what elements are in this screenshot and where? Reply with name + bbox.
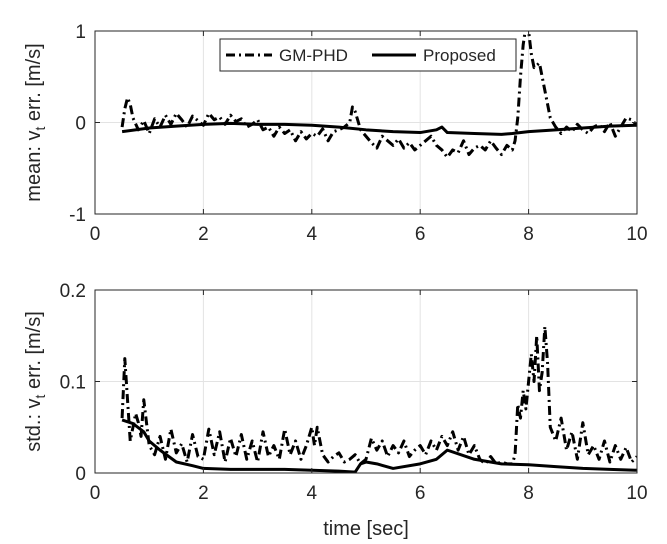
- x-tick-label: 4: [307, 483, 318, 504]
- std-error-plot: 0 2 4 6 8 10 0 0.1 0.2 std.: vt err. [m/s] time [s…: [23, 281, 648, 540]
- x-tick-label: 8: [523, 224, 534, 245]
- y-axis-label-main: mean: v: [23, 131, 45, 202]
- x-axis-label: time [sec]: [323, 518, 409, 540]
- y-axis-label: mean: vt err. [m/s]: [23, 43, 48, 201]
- x-tick-label: 6: [415, 224, 426, 245]
- y-axis-label-main: std.: v: [23, 398, 45, 451]
- x-tick-label: 0: [90, 224, 101, 245]
- legend: GM-PHD Proposed: [219, 38, 517, 72]
- legend-label-proposed: Proposed: [423, 46, 496, 65]
- y-axis-label-subscript: t: [32, 127, 48, 131]
- x-tick-label: 10: [626, 224, 647, 245]
- y-tick-label: 0.1: [60, 373, 86, 394]
- x-tick-label: 0: [90, 483, 101, 504]
- y-tick-label: 0: [75, 114, 86, 135]
- legend-box: [219, 38, 517, 72]
- x-tick-label: 2: [198, 224, 209, 245]
- y-tick-label: 1: [75, 22, 86, 43]
- series-line-proposed: [121, 418, 637, 473]
- x-tick-label: 8: [523, 483, 534, 504]
- x-tick-label: 2: [198, 483, 209, 504]
- y-axis-label-rest: err. [m/s]: [23, 311, 45, 394]
- x-tick-label: 10: [626, 483, 647, 504]
- y-axis-label: std.: vt err. [m/s]: [23, 311, 48, 452]
- y-tick-label: 0: [75, 464, 86, 485]
- x-tick-label: 4: [307, 224, 318, 245]
- series-line-proposed: [121, 121, 637, 136]
- x-tick-label: 6: [415, 483, 426, 504]
- series-line-gm-phd: [120, 325, 637, 466]
- y-tick-label: -1: [69, 205, 86, 226]
- y-axis-label-subscript: t: [32, 394, 48, 398]
- y-axis-label-rest: err. [m/s]: [23, 43, 45, 126]
- legend-label-gm-phd: GM-PHD: [279, 46, 348, 65]
- y-tick-label: 0.2: [60, 281, 86, 302]
